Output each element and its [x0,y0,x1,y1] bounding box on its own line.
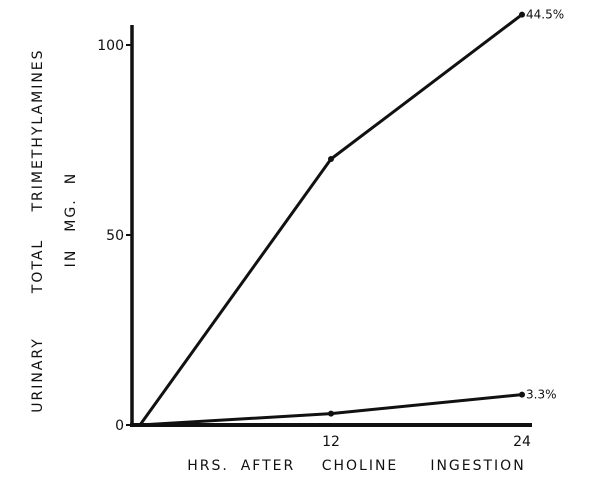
series-line-2 [139,393,523,427]
y-axis-label-word: TRIMETHYLAMINES [30,48,46,212]
series-line-1 [138,13,523,426]
axes [130,25,532,427]
y-axis-label-word: TOTAL [30,239,46,294]
x-axis-label-word: INGESTION [430,458,525,474]
x-axis-label-word: CHOLINE [322,458,399,474]
x-tick-label: 12 [322,434,340,450]
x-axis-label-word: AFTER [241,458,296,474]
data-point [328,410,334,417]
data-point [328,156,334,162]
tick-labels: 0 50 100 12 24 [97,38,531,450]
y-axis-label-word: MG. [63,198,79,231]
series-end-label: 3.3% [526,388,557,402]
y-tick-label: 100 [97,38,124,54]
x-tick-label: 24 [513,434,531,450]
axis-labels: HRS. AFTER CHOLINE INGESTION URINARY TOTAL TRI… [30,48,525,474]
y-axis-label-word: N [63,172,79,184]
data-point [519,391,525,398]
y-tick-label: 0 [115,418,124,434]
series-group: 44.5% 3.3% [138,8,564,427]
data-point [519,11,525,18]
y-axis-label-word: IN [63,249,79,268]
x-axis-label-word: HRS. [187,458,229,474]
series-end-label: 44.5% [526,8,564,22]
y-axis-label-word: URINARY [30,337,46,413]
y-tick-label: 50 [106,228,124,244]
